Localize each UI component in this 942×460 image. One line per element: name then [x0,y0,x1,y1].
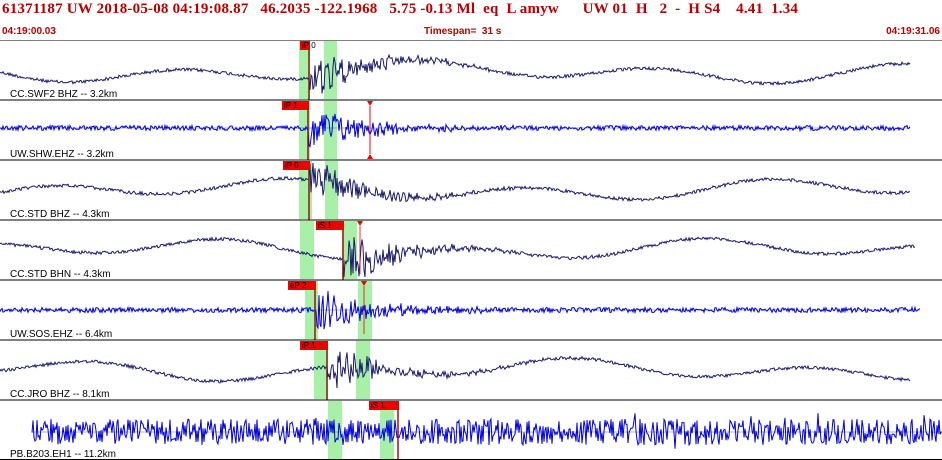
trace-row[interactable]: iP 0 CC.SWF2 BHZ -- 3.2km [0,40,942,100]
waveform [0,162,911,203]
waveform [31,413,942,449]
pick-box [316,221,344,230]
trace-channel-label: CC.SWF2 BHZ -- 3.2km [10,89,117,100]
waveform [0,53,911,94]
waveform [0,291,921,330]
phase-pick[interactable]: eP 2 [288,281,316,340]
pick-label: eP 2 [290,281,307,290]
trace-row[interactable]: eP 2 UW.SOS.EHZ -- 6.4km [0,279,942,340]
trace-channel-label: CC.STD BHN -- 4.3km [10,269,111,280]
pick-label: iP 1 [284,101,298,110]
trace-row[interactable]: iP 1 CC.JRO BHZ -- 8.1km [0,339,942,400]
pick-box [283,161,310,170]
pick-box [300,341,328,350]
timespan-label: Timespan= 31 s [424,26,502,37]
trace-channel-label: UW.SOS.EHZ -- 6.4km [10,329,112,340]
s-window-band [324,41,337,99]
pick-label: iP 1 [302,341,316,350]
phase-pick[interactable]: iP 1 [300,341,328,400]
trace-channel-label: CC.STD BHZ -- 4.3km [10,209,109,220]
event-header: 61371187 UW 2018-05-08 04:19:08.87 46.20… [0,0,942,40]
pick-box [369,401,399,410]
trace-channel-label: CC.JRO BHZ -- 8.1km [10,389,109,400]
pick-box [300,41,310,50]
phase-pick[interactable]: iP 0 [283,161,310,220]
phase-window-bands [299,41,394,459]
trace-row[interactable]: iP 1 UW.SHW.EHZ -- 3.2km [0,99,942,160]
trace-rows: iP 0 CC.SWF2 BHZ -- 3.2km iP 1 UW.SHW.EHZ -… [0,40,942,460]
arrival-marker-icon [367,154,373,159]
phase-pick[interactable]: iS 1 [316,221,344,280]
pick-box [282,101,309,110]
seismogram-panel: iP 0 CC.SWF2 BHZ -- 3.2km iP 1 UW.SHW.EHZ -… [0,40,942,460]
trace-channel-label: PB.B203.EH1 -- 11.2km [10,449,116,460]
trace-row[interactable]: iS 1 CC.STD BHN -- 4.3km [0,219,942,280]
trace-row[interactable]: iP 0 CC.STD BHZ -- 4.3km [0,159,942,220]
phase-pick[interactable]: iP 0 [300,41,316,100]
waveform [0,351,911,389]
arrival-marker-icon [361,281,367,286]
pick-label: iS 1 [318,221,332,230]
trace-row[interactable]: iS 1 PB.B203.EH1 -- 11.2km [0,399,942,460]
p-window-band [314,341,328,399]
event-summary-title: 61371187 UW 2018-05-08 04:19:08.87 46.20… [2,1,799,17]
trace-channel-label: UW.SHW.EHZ -- 3.2km [10,149,114,160]
arrival-marker-icon [367,101,373,106]
p-window-band [328,401,342,459]
waveform [0,113,911,148]
phase-pick[interactable]: iS 1 [369,401,399,460]
p-window-band [299,41,310,99]
s-window-band [324,101,337,159]
start-time-label: 04:19:00.03 [2,26,56,37]
arrival-marker-icon [357,221,363,226]
phase-pick[interactable]: iP 1 [282,101,309,160]
s-window-band [380,401,394,459]
end-time-label: 04:19:31.06 [886,26,940,37]
pick-label: iP 0 [302,41,316,50]
p-window-band [300,221,314,279]
pick-label: iS 1 [371,401,385,410]
waveform [0,236,916,278]
pick-label: iP 0 [285,161,299,170]
pick-box [288,281,316,290]
